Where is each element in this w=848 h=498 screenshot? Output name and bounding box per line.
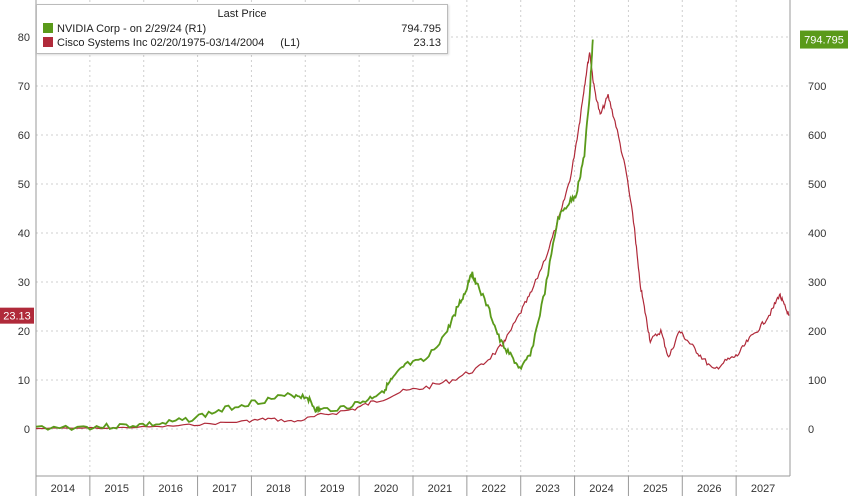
left-tick-label: 50 <box>18 179 30 191</box>
left-tick-label: 0 <box>24 424 30 436</box>
right-tick-label: 500 <box>808 179 826 191</box>
x-tick-label: 2020 <box>374 483 398 495</box>
legend-label-cisco: Cisco Systems Inc 02/20/1975-03/14/2004 <box>57 37 265 49</box>
left-value-badge <box>0 307 34 324</box>
right-tick-label: 700 <box>808 81 826 93</box>
x-tick-label: 2019 <box>320 483 344 495</box>
x-tick-label: 2017 <box>212 483 236 495</box>
left-tick-label: 10 <box>18 375 30 387</box>
x-tick-label: 2024 <box>589 483 613 495</box>
right-tick-label: 0 <box>808 424 814 436</box>
value-badges: 23.13 794.795 <box>0 30 848 324</box>
x-tick-label: 2027 <box>751 483 775 495</box>
x-tick-label: 2016 <box>158 483 182 495</box>
legend-item-nvidia: NVIDIA Corp - on 2/29/24 (R1) 794.795 <box>43 23 441 36</box>
legend-title: Last Price <box>217 8 267 20</box>
left-tick-label: 40 <box>18 228 30 240</box>
x-tick-label: 2015 <box>105 483 129 495</box>
series-line-cisco <box>36 52 790 430</box>
left-tick-label: 80 <box>18 32 30 44</box>
right-tick-label: 600 <box>808 130 826 142</box>
legend-axis-tag-cisco: (L1) <box>280 37 300 49</box>
x-tick-label: 2018 <box>266 483 290 495</box>
x-tick-label: 2025 <box>643 483 667 495</box>
nvidia-swatch-icon <box>43 23 53 33</box>
right-tick-label: 100 <box>808 375 826 387</box>
x-tick-label: 2021 <box>428 483 452 495</box>
right-tick-label: 300 <box>808 277 826 289</box>
x-tick-label: 2022 <box>482 483 506 495</box>
left-tick-label: 70 <box>18 81 30 93</box>
x-tick-label: 2014 <box>51 483 75 495</box>
left-value-badge-text: 23.13 <box>3 311 31 323</box>
grid <box>36 0 790 476</box>
right-value-badge-text: 794.795 <box>804 35 844 47</box>
right-tick-label: 400 <box>808 228 826 240</box>
left-tick-label: 60 <box>18 130 30 142</box>
x-tick-label: 2023 <box>535 483 559 495</box>
right-tick-label: 200 <box>808 326 826 338</box>
legend-value-cisco: 23.13 <box>413 37 441 49</box>
right-value-badge <box>800 30 848 49</box>
series-line-nvidia <box>35 39 594 431</box>
legend: Last Price NVIDIA Corp - on 2/29/24 (R1)… <box>36 4 448 54</box>
series-layer <box>35 39 790 431</box>
axes: 0 10 20 30 40 50 60 70 80 0 100 200 300 400 500 600 700 2… <box>18 0 826 496</box>
legend-item-cisco: Cisco Systems Inc 02/20/1975-03/14/2004 (… <box>43 37 441 50</box>
legend-label-nvidia: NVIDIA Corp - on 2/29/24 (R1) <box>57 23 207 35</box>
legend-value-nvidia: 794.795 <box>401 23 441 35</box>
left-tick-label: 30 <box>18 277 30 289</box>
x-tick-label: 2026 <box>697 483 721 495</box>
left-tick-label: 20 <box>18 326 30 338</box>
cisco-swatch-icon <box>43 37 53 47</box>
